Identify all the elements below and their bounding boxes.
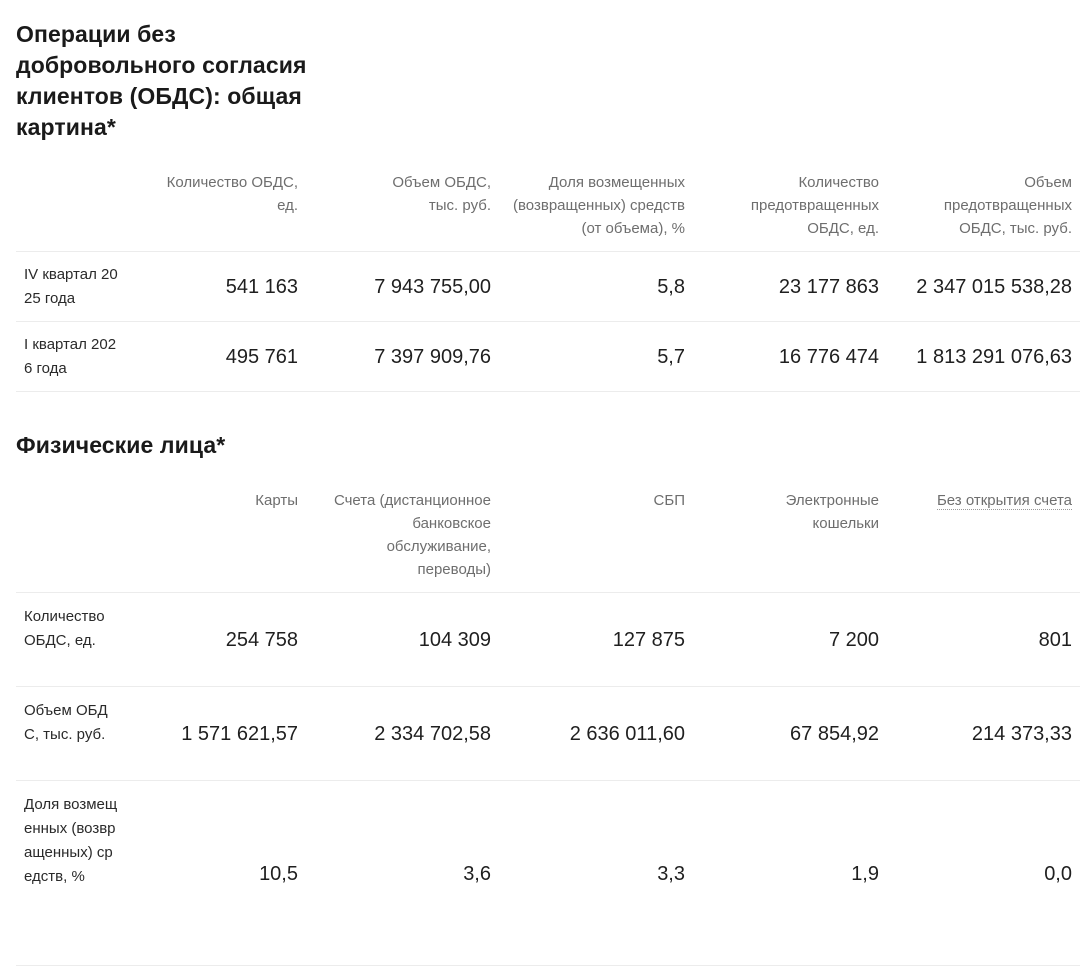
row-label: Доля возмещенных (возвращенных) средств,… (24, 796, 118, 885)
cell-value: 67 854,92 (790, 723, 879, 745)
cell-value: 5,7 (657, 346, 685, 368)
header-prevented-volume: Объем предотвращенных ОБДС, тыс. руб. (943, 174, 1072, 237)
header-prevented-count: Количество предотвращенных ОБДС, ед. (750, 174, 879, 237)
cell-value: 541 163 (225, 276, 298, 298)
table-bottom-divider (16, 391, 1080, 392)
table-individuals: Карты Счета (дистанционное банковское об… (16, 489, 1080, 967)
cell-value: 3,3 (657, 863, 685, 885)
cell-value: 801 (1038, 629, 1072, 651)
cell-value: 2 347 015 538,28 (916, 276, 1072, 298)
cell-value: 23 177 863 (778, 276, 879, 298)
no-account-tooltip-link[interactable]: Без открытия счета (936, 492, 1072, 510)
header-no-account[interactable]: Без открытия счета (896, 489, 1072, 512)
cell-value: 7 200 (828, 629, 879, 651)
table-row: IV квартал 2025 года 541 163 7 943 755,0… (16, 251, 1080, 321)
header-sbp: СБП (653, 492, 685, 509)
cell-value: 2 334 702,58 (374, 723, 491, 745)
table-bottom-divider (16, 965, 1080, 966)
cell-value: 2 636 011,60 (569, 723, 685, 745)
cell-value: 104 309 (418, 629, 491, 651)
table-header: Карты Счета (дистанционное банковское об… (16, 489, 1080, 592)
header-refund-share: Доля возмещенных (возвращенных) средств … (513, 174, 685, 237)
header-accounts: Счета (дистанционное банковское обслужив… (333, 492, 491, 578)
table-row: I квартал 2026 года 495 761 7 397 909,76… (16, 321, 1080, 391)
cell-value: 0,0 (1044, 863, 1072, 885)
table-header: Количество ОБДС, ед. Объем ОБДС, тыс. ру… (16, 171, 1080, 251)
row-label: IV квартал 2025 года (24, 266, 118, 307)
cell-value: 214 373,33 (971, 723, 1072, 745)
cell-value: 1 813 291 076,63 (916, 346, 1072, 368)
section-title-obds-overview: Операции без добровольного согласия клие… (16, 21, 307, 140)
cell-value: 3,6 (463, 863, 491, 885)
cell-value: 7 943 755,00 (374, 276, 491, 298)
header-e-wallets: Электронные кошельки (785, 492, 879, 532)
table-row: Количество ОБДС, ед. 254 758 104 309 127… (16, 592, 1080, 686)
table-row: Объем ОБДС, тыс. руб. 1 571 621,57 2 334… (16, 686, 1080, 780)
cell-value: 1 571 621,57 (181, 723, 298, 745)
table-obds-overview: Количество ОБДС, ед. Объем ОБДС, тыс. ру… (16, 171, 1080, 392)
cell-value: 5,8 (657, 276, 685, 298)
section-title-individuals: Физические лица* (16, 432, 226, 458)
cell-value: 1,9 (851, 863, 879, 885)
header-cards: Карты (255, 492, 298, 509)
row-label: I квартал 2026 года (24, 336, 117, 377)
row-label: Количество ОБДС, ед. (24, 608, 105, 649)
cell-value: 7 397 909,76 (374, 346, 491, 368)
cell-value: 254 758 (225, 629, 298, 651)
cell-value: 495 761 (225, 346, 298, 368)
header-obds-count: Количество ОБДС, ед. (166, 174, 298, 214)
cell-value: 10,5 (259, 863, 298, 885)
row-label: Объем ОБДС, тыс. руб. (24, 702, 108, 743)
cell-value: 16 776 474 (778, 346, 879, 368)
cell-value: 127 875 (612, 629, 685, 651)
header-obds-volume: Объем ОБДС, тыс. руб. (392, 174, 491, 214)
table-row: Доля возмещенных (возвращенных) средств,… (16, 780, 1080, 967)
